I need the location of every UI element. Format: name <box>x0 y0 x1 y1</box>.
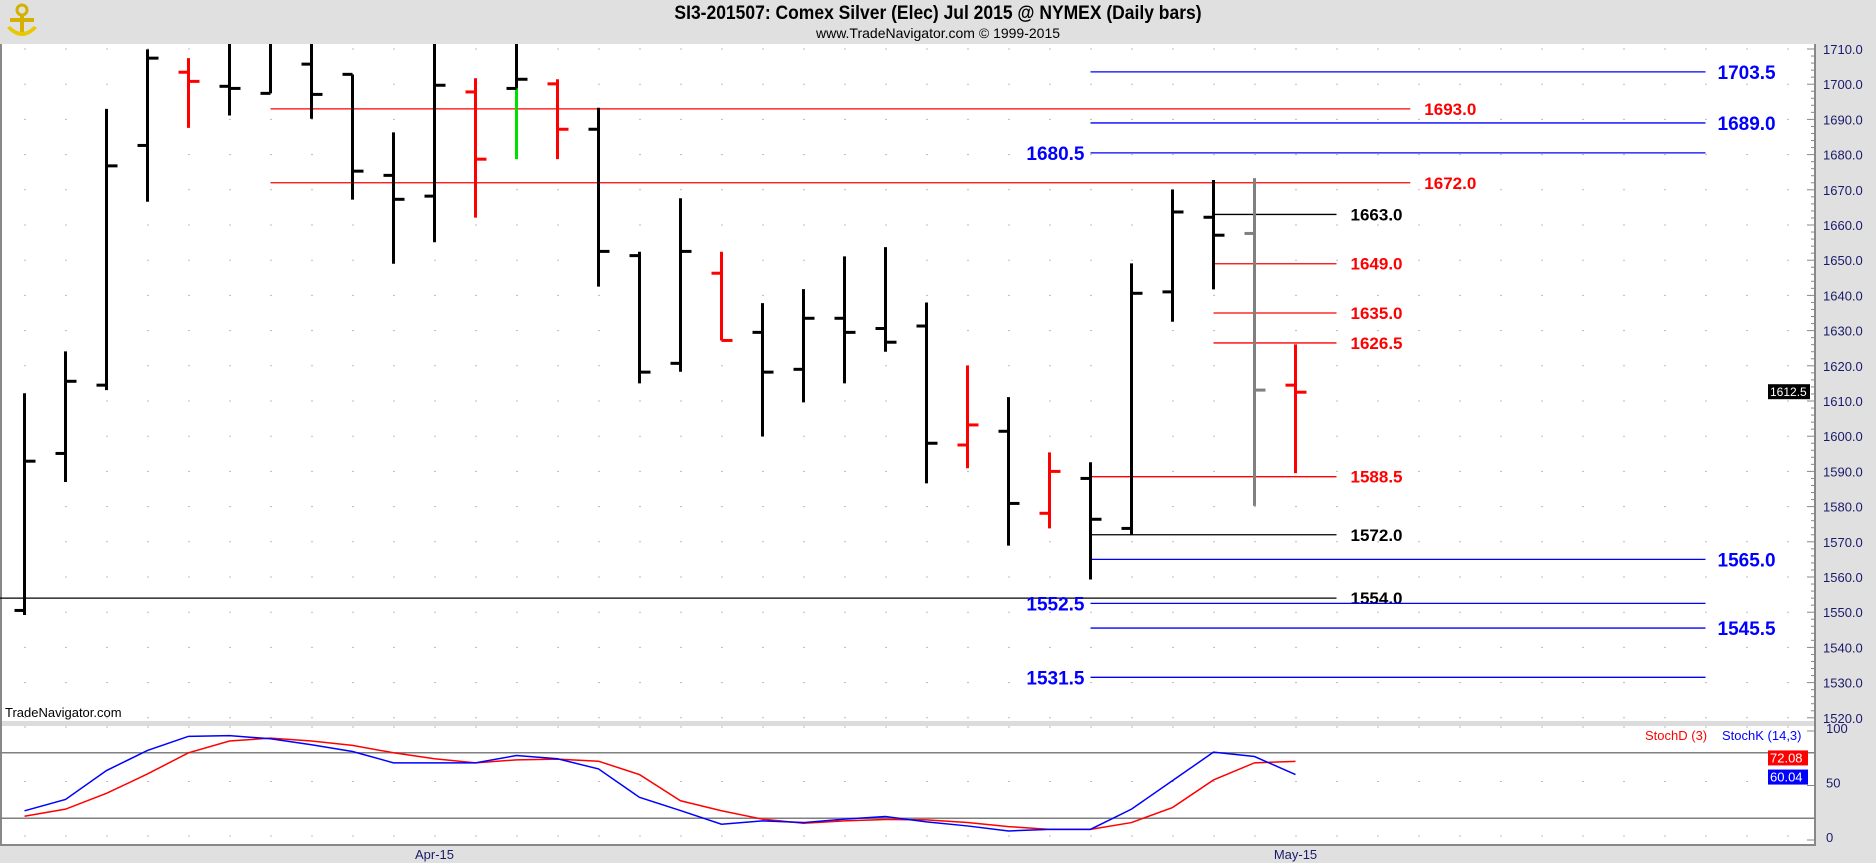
price-bar[interactable] <box>629 251 651 384</box>
price-bar[interactable] <box>793 289 815 403</box>
last-price-box <box>1768 384 1810 400</box>
level-label: 1703.5 <box>1718 63 1777 84</box>
level-label: 1626.5 <box>1351 334 1403 353</box>
price-tick-label: 1550.0 <box>1823 605 1863 620</box>
date-label: May-15 <box>1274 847 1317 862</box>
price-tick-label: 1560.0 <box>1823 570 1863 585</box>
price-tick-label: 1670.0 <box>1823 183 1863 198</box>
pane-separator[interactable] <box>0 721 1815 726</box>
price-bar[interactable] <box>547 79 569 160</box>
level-label: 1693.0 <box>1424 100 1476 119</box>
level-label: 1649.0 <box>1351 255 1403 274</box>
stoch-value: 72.08 <box>1770 750 1803 765</box>
trade-navigator-logo-icon <box>7 3 37 36</box>
level-label: 1635.0 <box>1351 304 1403 323</box>
price-tick-label: 1630.0 <box>1823 324 1863 339</box>
price-bar[interactable] <box>588 107 610 287</box>
price-tick-label: 1660.0 <box>1823 218 1863 233</box>
price-bar[interactable] <box>301 44 323 119</box>
level-label: 1565.0 <box>1718 550 1776 571</box>
price-tick-label: 1650.0 <box>1823 253 1863 268</box>
price-tick-label: 1700.0 <box>1823 77 1863 92</box>
price-bar[interactable] <box>1080 462 1102 580</box>
price-bar[interactable] <box>14 393 36 616</box>
price-bar[interactable] <box>752 303 774 437</box>
price-bar[interactable] <box>1121 263 1143 536</box>
price-bar[interactable] <box>1162 189 1184 322</box>
price-bar[interactable] <box>834 256 856 384</box>
price-bar[interactable] <box>137 49 159 202</box>
price-tick-label: 1540.0 <box>1823 640 1863 655</box>
price-bar[interactable] <box>916 302 938 484</box>
chart-subtitle: www.TradeNavigator.com © 1999-2015 <box>815 25 1061 41</box>
last-price-value: 1612.5 <box>1770 385 1807 399</box>
level-label: 1680.5 <box>1026 144 1085 165</box>
stoch-tick-label: 100 <box>1826 721 1848 736</box>
level-label: 1663.0 <box>1351 205 1403 224</box>
price-bar[interactable] <box>260 44 272 95</box>
level-label: 1531.5 <box>1026 668 1085 689</box>
level-label: 1572.0 <box>1351 526 1403 545</box>
level-label: 1588.5 <box>1351 468 1403 487</box>
price-bar[interactable] <box>998 397 1020 546</box>
price-bar[interactable] <box>424 44 446 243</box>
price-tick-label: 1640.0 <box>1823 288 1863 303</box>
price-bar[interactable] <box>711 251 733 342</box>
price-bar[interactable] <box>383 132 405 264</box>
level-label: 1554.0 <box>1351 589 1403 608</box>
price-bar[interactable] <box>55 351 77 482</box>
price-bar[interactable] <box>219 44 241 116</box>
price-tick-label: 1530.0 <box>1823 676 1863 691</box>
legend-stochk: StochK (14,3) <box>1722 728 1802 743</box>
chart-title: SI3-201507: Comex Silver (Elec) Jul 2015… <box>674 3 1202 24</box>
price-bar[interactable] <box>1244 178 1266 506</box>
level-label: 1552.5 <box>1026 594 1085 615</box>
price-tick-label: 1690.0 <box>1823 112 1863 127</box>
price-bar[interactable] <box>957 365 979 469</box>
stochastic-pane[interactable] <box>0 726 1815 845</box>
price-bar[interactable] <box>1203 179 1225 290</box>
price-tick-label: 1680.0 <box>1823 148 1863 163</box>
price-bar[interactable] <box>875 247 897 352</box>
watermark-text: TradeNavigator.com <box>5 705 122 720</box>
price-tick-label: 1600.0 <box>1823 429 1863 444</box>
price-tick-label: 1610.0 <box>1823 394 1863 409</box>
price-bar[interactable] <box>342 72 364 200</box>
legend-stochd: StochD (3) <box>1645 728 1707 743</box>
level-label: 1689.0 <box>1718 114 1776 135</box>
price-pane[interactable] <box>0 44 1815 721</box>
price-bar[interactable] <box>465 78 487 218</box>
price-tick-label: 1570.0 <box>1823 535 1863 550</box>
price-tick-label: 1710.0 <box>1823 42 1863 57</box>
price-bar[interactable] <box>1285 344 1307 474</box>
stoch-tick-label: 50 <box>1826 776 1840 791</box>
level-label: 1672.0 <box>1424 174 1476 193</box>
price-bar[interactable] <box>178 58 200 128</box>
stoch-value: 60.04 <box>1770 770 1803 785</box>
stoch-value-box <box>1768 769 1808 785</box>
price-tick-label: 1520.0 <box>1823 711 1863 726</box>
price-tick-label: 1580.0 <box>1823 500 1863 515</box>
chart-header: SI3-201507: Comex Silver (Elec) Jul 2015… <box>0 0 1876 44</box>
price-tick-label: 1590.0 <box>1823 464 1863 479</box>
level-label: 1545.5 <box>1718 619 1777 640</box>
price-bar[interactable] <box>506 44 528 160</box>
price-bar[interactable] <box>96 108 118 391</box>
price-bar[interactable] <box>670 198 692 372</box>
price-bar[interactable] <box>1039 452 1061 529</box>
price-tick-label: 1620.0 <box>1823 359 1863 374</box>
date-label: Apr-15 <box>415 847 454 862</box>
stoch-tick-label: 0 <box>1826 830 1833 845</box>
stoch-value-box <box>1768 750 1808 766</box>
stoch-line-k <box>24 734 1296 832</box>
